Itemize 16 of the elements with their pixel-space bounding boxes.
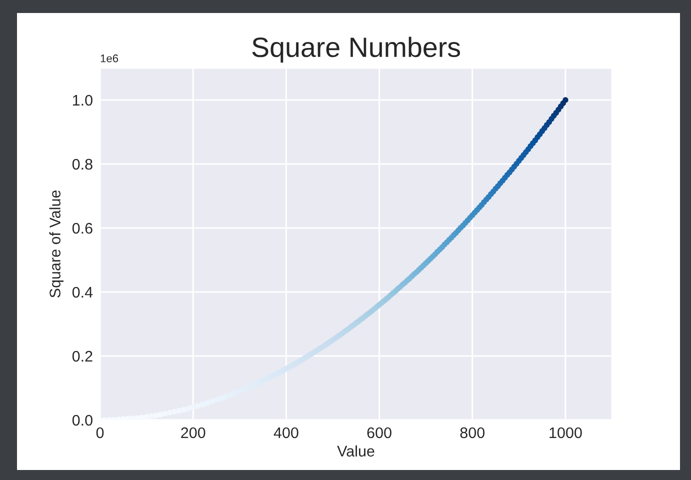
- x-tick-label: 600: [367, 427, 392, 438]
- x-tick-label: 1000: [550, 427, 582, 438]
- y-axis-title: Square of Value: [49, 190, 64, 298]
- x-tick-label: 0: [96, 427, 104, 438]
- text: 1e6: [100, 54, 118, 62]
- x-tick-label: 400: [274, 427, 298, 438]
- y-tick-label: 0.0: [72, 414, 92, 426]
- y-tick-label: 0.2: [72, 350, 92, 362]
- chart-title: Square Numbers: [252, 36, 460, 63]
- y-tick-label: 0.4: [72, 286, 93, 298]
- x-tick-label: 800: [460, 427, 485, 438]
- x-axis-title: Value: [337, 445, 374, 457]
- y-tick-label: 0.6: [72, 222, 92, 234]
- x-tick-label: 200: [181, 427, 206, 438]
- y-tick-label: 0.8: [72, 158, 92, 170]
- y-tick-label: 1.0: [72, 94, 92, 106]
